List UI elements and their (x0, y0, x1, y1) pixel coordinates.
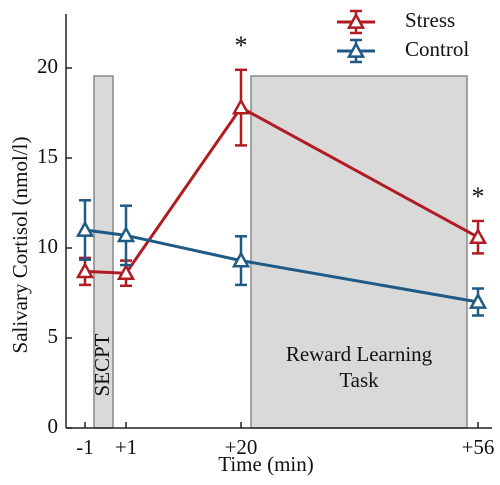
task-region (250, 75, 468, 429)
y-axis-label: Salivary Cortisol (nmol/l) (8, 137, 32, 354)
marker (75, 220, 95, 237)
x-axis-label: Time (min) (218, 452, 313, 476)
significance-mark: * (235, 31, 248, 60)
marker (116, 225, 136, 243)
marker (231, 98, 251, 115)
legend-label: Stress (405, 8, 455, 32)
region-label: Task (339, 368, 379, 392)
x-tick-label: -1 (76, 435, 94, 459)
region-label: Reward Learning (286, 342, 433, 366)
y-tick-label: 0 (48, 414, 59, 438)
y-tick-label: 10 (37, 234, 58, 258)
marker (468, 227, 488, 245)
marker (231, 251, 251, 268)
marker (75, 261, 95, 279)
marker (116, 263, 136, 281)
marker (468, 292, 488, 309)
legend-marker (346, 41, 366, 58)
y-tick-label: 5 (48, 324, 59, 348)
region-label: SECPT (90, 333, 114, 396)
x-tick-label: +20 (225, 435, 258, 459)
y-tick-label: 15 (37, 144, 58, 168)
series-line (84, 105, 479, 275)
series-line (84, 228, 479, 304)
legend-marker (346, 12, 366, 29)
significance-mark: * (472, 182, 485, 211)
x-tick-label: +56 (462, 435, 495, 459)
x-tick-label: +1 (115, 435, 137, 459)
legend-label: Control (405, 37, 469, 61)
y-tick-label: 20 (37, 54, 58, 78)
